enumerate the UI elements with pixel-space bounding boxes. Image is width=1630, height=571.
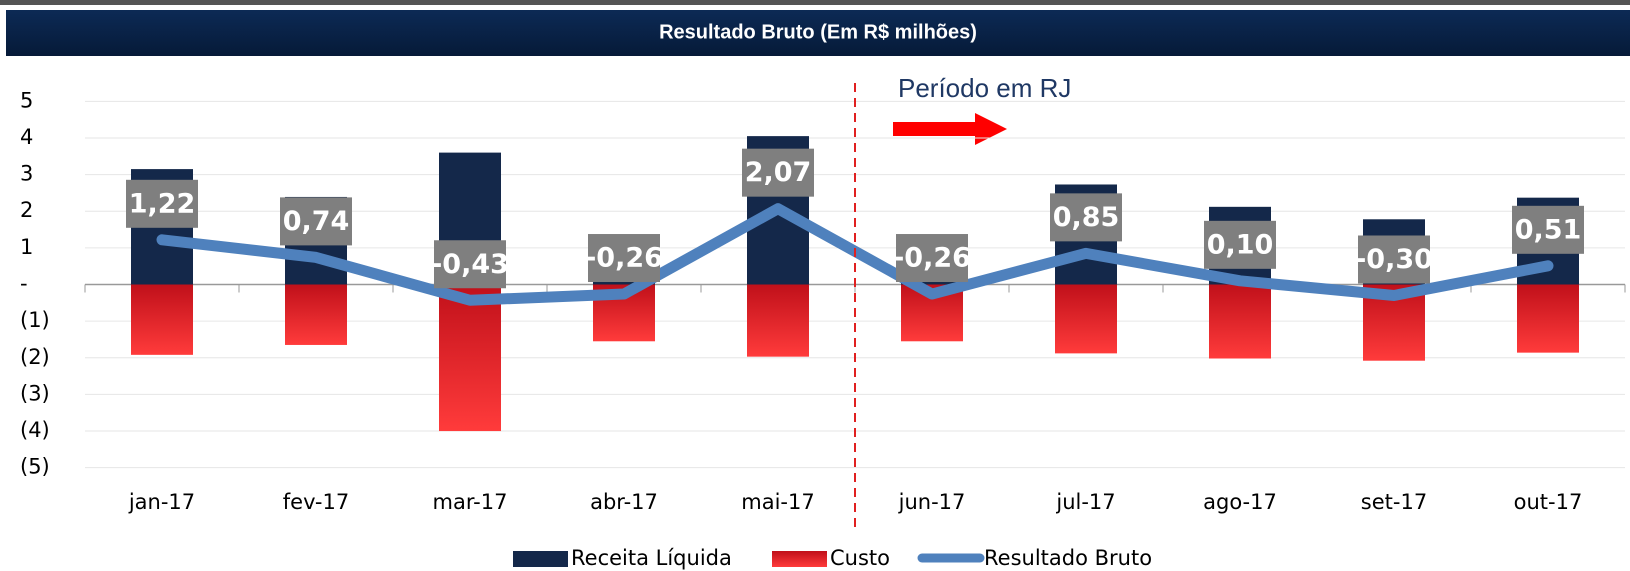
arrow [893, 113, 1007, 145]
x-tick-label: jun-17 [898, 490, 966, 514]
legend-label: Resultado Bruto [984, 546, 1152, 570]
y-tick-label: (1) [20, 308, 50, 332]
x-tick-label: mai-17 [741, 490, 814, 514]
value-label: 0,85 [1053, 202, 1120, 233]
bar [131, 284, 193, 355]
title-bar [6, 10, 1630, 56]
value-label-box [126, 179, 198, 228]
y-tick-label: 2 [20, 198, 33, 222]
value-label-box [280, 197, 352, 246]
value-label-box [1512, 205, 1584, 254]
value-label: -0,26 [585, 243, 663, 274]
y-tick-label: (3) [20, 381, 50, 405]
value-label: -0,26 [893, 243, 971, 274]
chart-title: Resultado Bruto (Em R$ milhões) [659, 21, 977, 43]
value-label-box [588, 234, 660, 283]
bar [1055, 284, 1117, 354]
value-label: -0,43 [431, 249, 509, 280]
x-tick-label: out-17 [1514, 490, 1583, 514]
value-label-box [742, 148, 814, 197]
bar [1209, 284, 1271, 359]
x-tick-label: abr-17 [590, 490, 658, 514]
bar [285, 284, 347, 345]
y-tick-label: 1 [20, 235, 33, 259]
value-label: 2,07 [745, 157, 812, 188]
y-tick-label: 5 [20, 88, 33, 112]
x-tick-label: set-17 [1361, 490, 1427, 514]
legend-swatch [513, 551, 568, 567]
y-tick-label: 3 [20, 162, 33, 186]
value-label: 0,74 [283, 206, 350, 237]
x-tick-label: jul-17 [1055, 490, 1115, 514]
x-tick-label: mar-17 [433, 490, 508, 514]
value-label: 1,22 [129, 188, 196, 219]
legend-label: Custo [830, 546, 890, 570]
value-label-box [434, 240, 506, 289]
value-label-box [1204, 220, 1276, 269]
y-tick-label: (4) [20, 418, 50, 442]
top-strip [0, 0, 1630, 5]
annotation: Período em RJ [898, 73, 1071, 103]
value-label-box [896, 234, 968, 283]
y-tick-label: (2) [20, 345, 50, 369]
value-label: 0,10 [1207, 229, 1274, 260]
value-label: -0,30 [1355, 244, 1433, 275]
bar [747, 284, 809, 357]
y-tick-label: (5) [20, 455, 50, 479]
legend-label: Receita Líquida [571, 546, 732, 570]
y-tick-label: - [20, 272, 28, 296]
x-tick-label: jan-17 [128, 490, 195, 514]
x-tick-label: fev-17 [283, 490, 349, 514]
x-tick-label: ago-17 [1203, 490, 1277, 514]
legend-swatch [772, 551, 827, 567]
y-tick-label: 4 [20, 125, 33, 149]
value-label-box [1050, 193, 1122, 242]
value-label: 0,51 [1515, 214, 1582, 245]
value-label-box [1358, 235, 1430, 284]
bar [439, 284, 501, 432]
bar [1517, 284, 1579, 353]
